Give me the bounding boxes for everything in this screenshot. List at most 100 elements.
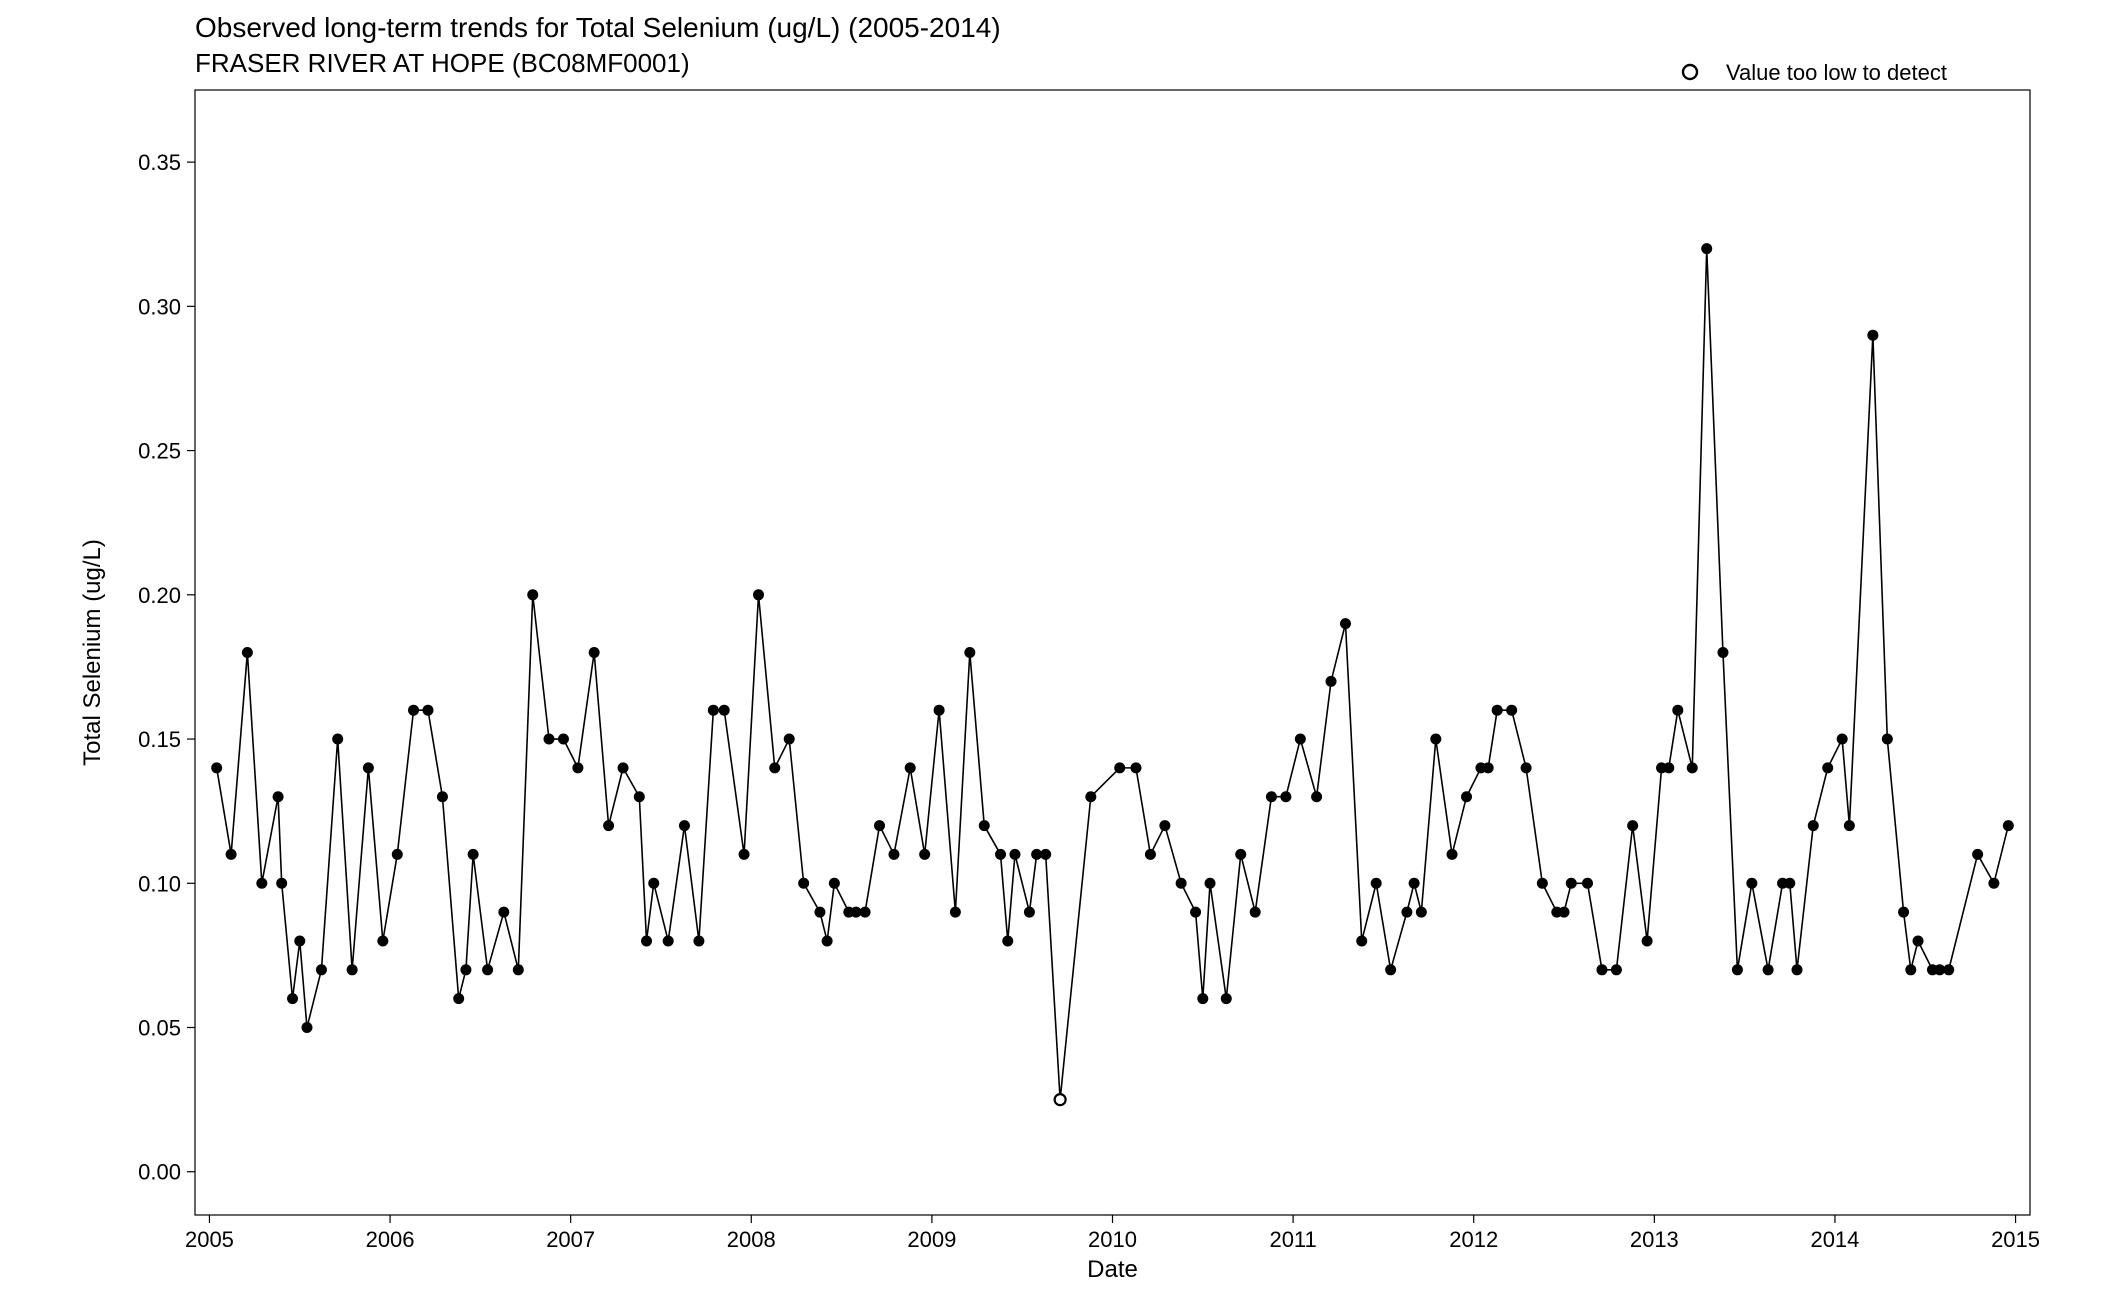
data-point xyxy=(1913,935,1924,946)
x-tick-label: 2012 xyxy=(1449,1227,1498,1252)
data-point xyxy=(1280,791,1291,802)
data-point xyxy=(1176,878,1187,889)
data-point xyxy=(663,935,674,946)
data-point xyxy=(739,849,750,860)
data-point xyxy=(860,907,871,918)
data-point xyxy=(1672,705,1683,716)
data-point xyxy=(1611,964,1622,975)
data-point xyxy=(1009,849,1020,860)
data-point xyxy=(1663,762,1674,773)
chart-container: Observed long-term trends for Total Sele… xyxy=(0,0,2112,1309)
data-point xyxy=(603,820,614,831)
x-tick-label: 2013 xyxy=(1630,1227,1679,1252)
data-point xyxy=(460,964,471,975)
x-tick-label: 2014 xyxy=(1810,1227,1859,1252)
data-point xyxy=(1385,964,1396,975)
x-tick-label: 2015 xyxy=(1991,1227,2040,1252)
data-point xyxy=(1943,964,1954,975)
data-point xyxy=(558,734,569,745)
y-tick-label: 0.25 xyxy=(138,439,181,464)
data-point xyxy=(1040,849,1051,860)
data-point xyxy=(1190,907,1201,918)
data-point xyxy=(2003,820,2014,831)
x-tick-label: 2009 xyxy=(907,1227,956,1252)
data-point xyxy=(377,935,388,946)
y-tick-label: 0.20 xyxy=(138,583,181,608)
data-point xyxy=(1250,907,1261,918)
data-point xyxy=(1732,964,1743,975)
data-point xyxy=(618,762,629,773)
data-point xyxy=(934,705,945,716)
data-point xyxy=(1784,878,1795,889)
data-point xyxy=(888,849,899,860)
x-tick-label: 2007 xyxy=(546,1227,595,1252)
y-tick-label: 0.00 xyxy=(138,1160,181,1185)
legend-label: Value too low to detect xyxy=(1726,60,1947,85)
data-point xyxy=(1582,878,1593,889)
x-tick-label: 2006 xyxy=(366,1227,415,1252)
data-point xyxy=(1221,993,1232,1004)
data-point xyxy=(1882,734,1893,745)
data-point xyxy=(1340,618,1351,629)
data-point xyxy=(822,935,833,946)
data-point xyxy=(1521,762,1532,773)
data-point xyxy=(1627,820,1638,831)
data-point xyxy=(829,878,840,889)
data-point xyxy=(332,734,343,745)
data-point xyxy=(527,589,538,600)
x-axis-label: Date xyxy=(1087,1256,1138,1283)
data-point xyxy=(1430,734,1441,745)
data-point xyxy=(301,1022,312,1033)
data-point xyxy=(316,964,327,975)
data-point xyxy=(1566,878,1577,889)
data-point xyxy=(1235,849,1246,860)
data-point xyxy=(1988,878,1999,889)
data-point xyxy=(1492,705,1503,716)
y-tick-label: 0.35 xyxy=(138,150,181,175)
data-point xyxy=(1687,762,1698,773)
data-point xyxy=(979,820,990,831)
data-point xyxy=(1642,935,1653,946)
data-point xyxy=(1537,878,1548,889)
data-point xyxy=(1409,878,1420,889)
y-tick-label: 0.15 xyxy=(138,727,181,752)
data-point xyxy=(468,849,479,860)
data-point xyxy=(226,849,237,860)
data-point xyxy=(1792,964,1803,975)
data-point xyxy=(814,907,825,918)
data-point xyxy=(392,849,403,860)
data-point xyxy=(1808,820,1819,831)
x-tick-label: 2005 xyxy=(185,1227,234,1252)
data-point xyxy=(1326,676,1337,687)
data-point xyxy=(634,791,645,802)
data-point xyxy=(648,878,659,889)
data-point xyxy=(422,705,433,716)
data-point xyxy=(769,762,780,773)
data-point xyxy=(1898,907,1909,918)
data-point xyxy=(1844,820,1855,831)
data-point xyxy=(1763,964,1774,975)
data-point xyxy=(1266,791,1277,802)
data-point xyxy=(641,935,652,946)
data-point xyxy=(1559,907,1570,918)
data-point xyxy=(273,791,284,802)
data-point-nondetect xyxy=(1055,1094,1066,1105)
data-point xyxy=(1085,791,1096,802)
data-point xyxy=(1130,762,1141,773)
data-point xyxy=(1461,791,1472,802)
data-point xyxy=(1205,878,1216,889)
data-point xyxy=(294,935,305,946)
data-point xyxy=(693,935,704,946)
data-point xyxy=(287,993,298,1004)
data-point xyxy=(572,762,583,773)
data-point xyxy=(1002,935,1013,946)
x-tick-label: 2008 xyxy=(727,1227,776,1252)
data-point xyxy=(1746,878,1757,889)
y-tick-label: 0.10 xyxy=(138,871,181,896)
plot-panel xyxy=(195,90,2030,1215)
data-point xyxy=(1822,762,1833,773)
data-point xyxy=(1145,849,1156,860)
data-point xyxy=(543,734,554,745)
chart-svg: 0.000.050.100.150.200.250.300.3520052006… xyxy=(0,0,2112,1309)
data-point xyxy=(437,791,448,802)
